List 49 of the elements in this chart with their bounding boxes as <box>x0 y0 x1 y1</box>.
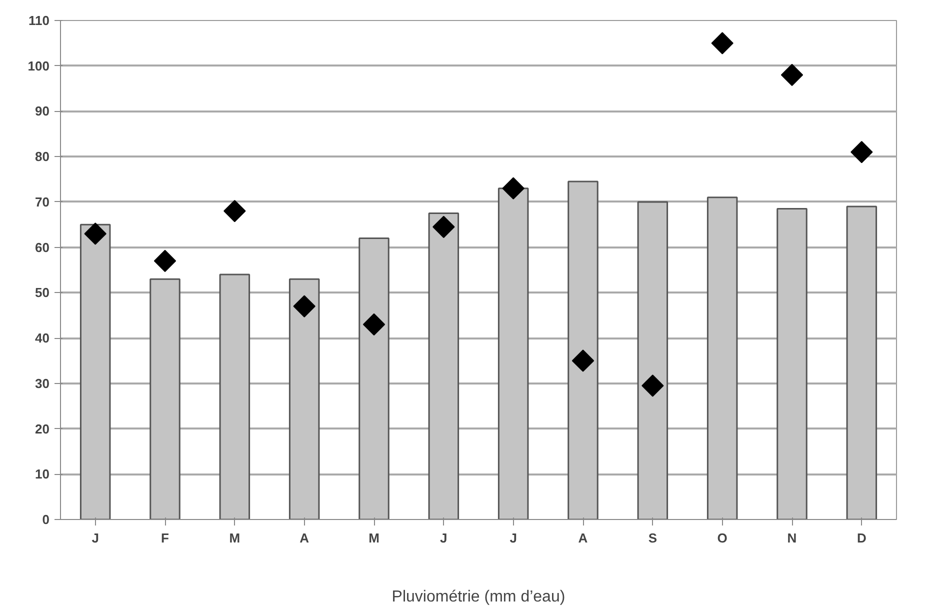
point <box>642 374 664 397</box>
point <box>502 177 524 200</box>
bar <box>80 224 111 520</box>
x-tick-label: O <box>717 530 728 546</box>
y-tick-label: 30 <box>35 376 50 391</box>
x-tick-label: N <box>787 530 797 546</box>
x-tick-label: J <box>510 530 517 546</box>
bar <box>288 278 320 520</box>
point <box>293 295 316 318</box>
point <box>780 64 804 86</box>
point <box>154 250 176 272</box>
bar <box>846 206 878 520</box>
y-tick-label: 100 <box>28 58 50 74</box>
point <box>850 140 873 164</box>
bar <box>428 212 460 520</box>
y-tick-label: 40 <box>35 330 50 346</box>
x-tick-label: M <box>368 530 380 546</box>
y-tick-label: 80 <box>35 149 50 164</box>
x-axis-title: Pluviométrie (mm d’eau) <box>392 588 566 606</box>
bar <box>568 180 598 520</box>
x-tick-label: A <box>300 530 310 546</box>
point <box>224 200 246 222</box>
point <box>84 222 106 245</box>
bar <box>150 278 180 520</box>
point <box>362 313 386 336</box>
y-tick-label: 50 <box>35 285 50 300</box>
y-tick-label: 110 <box>28 13 50 28</box>
bar <box>776 208 808 520</box>
x-tick-label: A <box>578 530 588 546</box>
y-tick-label: 60 <box>35 240 50 255</box>
y-tick-label: 10 <box>35 466 50 482</box>
x-tick-label: M <box>229 530 240 546</box>
bar <box>706 196 738 520</box>
point <box>711 32 734 54</box>
bar <box>219 274 250 520</box>
x-tick-label: J <box>92 530 99 546</box>
bar <box>358 237 390 520</box>
bar <box>498 188 529 520</box>
x-tick-label: S <box>648 530 658 546</box>
x-tick-label: D <box>856 530 866 546</box>
point <box>572 350 594 372</box>
point <box>432 216 455 238</box>
x-tick-label: F <box>161 530 170 546</box>
x-tick-label: J <box>440 530 448 546</box>
y-tick-label: 0 <box>42 512 50 527</box>
y-tick-label: 90 <box>35 104 50 119</box>
bar <box>637 201 668 520</box>
y-tick-label: 70 <box>35 194 50 210</box>
y-tick-label: 20 <box>35 421 50 436</box>
